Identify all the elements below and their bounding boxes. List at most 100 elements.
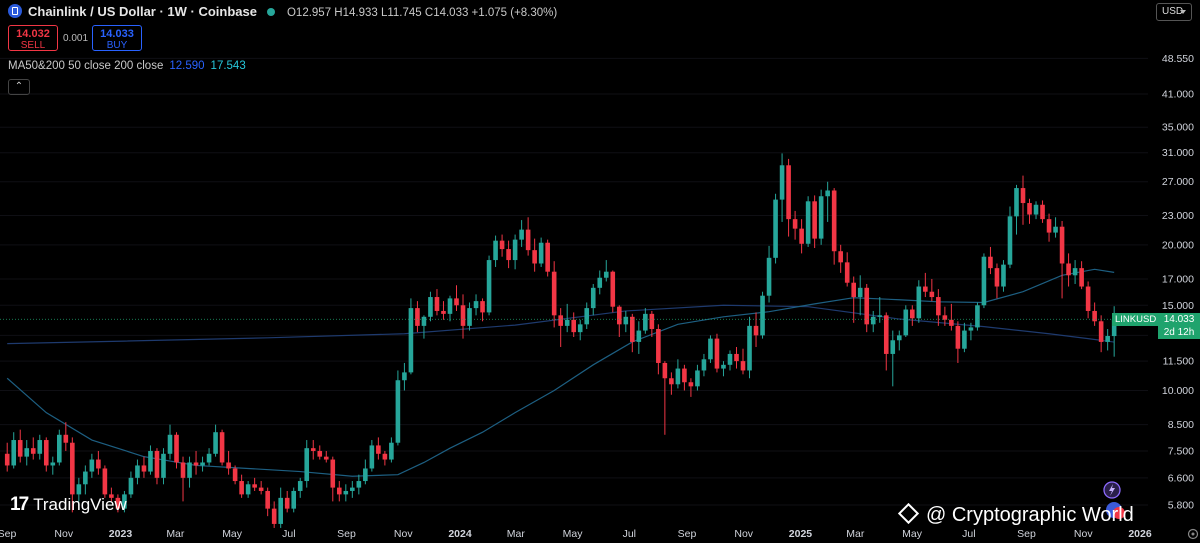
candle-body [988,256,993,269]
candle [603,260,609,282]
candle [747,316,752,379]
candle [786,158,791,237]
candle-body [753,325,759,336]
candle-body [226,462,231,469]
candle [154,448,160,485]
symbol-price-label: LINKUSD [1112,313,1172,327]
candle-body [1001,264,1006,287]
candle-body [24,448,30,457]
time-tick-label: Nov [394,528,413,540]
candle [83,465,88,495]
candle-body [363,468,368,482]
candle [258,481,264,495]
candle-body [115,497,121,509]
candle-body [831,190,837,252]
time-tick-label: Nov [1074,528,1093,540]
candle-body [1027,203,1032,215]
candle [17,429,23,463]
symbol-title[interactable]: Chainlink / US Dollar · 1W · Coinbase [28,4,257,19]
time-tick-label: May [222,528,243,540]
candle [962,322,967,353]
candle-body [323,456,329,460]
candle-body [792,219,798,229]
candle [57,429,62,466]
candle [50,456,56,475]
candle-body [70,442,75,495]
currency-selector[interactable]: USD [1156,3,1192,21]
candle [1059,221,1065,299]
candle-body [883,315,889,354]
candle [721,361,726,377]
candle-body [851,282,857,298]
tradingview-logo[interactable]: 17 TradingView [10,494,127,516]
candle-body [258,487,264,491]
candle [532,238,537,272]
candle [506,240,511,269]
candle-body [219,432,225,463]
candle-body [766,257,772,296]
candle [213,424,218,457]
candle [916,280,922,323]
buy-button[interactable]: 14.033 BUY [92,25,142,51]
candle-body [122,494,127,509]
candle [929,278,935,302]
candle [389,437,394,463]
candle [610,270,616,313]
candle [1053,217,1058,238]
candle-body [317,450,323,457]
candle-body [265,490,270,509]
candle [454,285,459,311]
candle [701,353,707,377]
candle-body [408,308,414,373]
candle-body [896,335,902,341]
candle-body [669,378,674,385]
candle [499,234,505,257]
candle [460,294,466,339]
candle [291,487,297,513]
candle-body [981,256,987,306]
candle [949,303,954,331]
time-tick-label: Sep [337,528,356,540]
candle [870,310,876,333]
candle [740,348,746,375]
candle [630,313,635,353]
candle-body [623,316,629,325]
candle-body [174,434,179,463]
candle-body [460,305,466,326]
alert-icon[interactable] [1103,481,1121,499]
price-tick-label: 41.000 [1162,88,1194,100]
candle [766,245,772,303]
candle-body [721,364,726,369]
candle [193,450,199,475]
price-tick-label: 11.500 [1163,356,1194,368]
candle-body [701,359,707,371]
candle-body [57,434,62,463]
time-tick-label: May [902,528,923,540]
candle [148,445,153,475]
sell-button[interactable]: 14.032 SELL [8,25,58,51]
ma200-line [7,304,1115,345]
candle-body [734,353,739,362]
candle-body [304,448,310,482]
candle [1001,260,1006,292]
candle-body [695,370,700,387]
candle [955,321,961,363]
candle [161,448,166,485]
candle [923,272,928,298]
candle-body [187,462,192,478]
candle [434,289,440,316]
time-tick-label: Sep [1017,528,1036,540]
candle-body [297,481,303,491]
candle [356,474,362,495]
indicator-legend[interactable]: MA50&200 50 close 200 close 12.590 17.543 [8,60,246,72]
candle-body [206,453,212,463]
settings-icon[interactable] [1187,528,1199,540]
candle [382,450,388,466]
candle-body [402,372,407,381]
candle-body [558,315,563,326]
last-price-badge: 14.033 2d 12h [1158,313,1200,340]
collapse-legend-button[interactable]: ⌃ [8,79,30,95]
candle [336,481,342,502]
candle-body [96,459,101,469]
